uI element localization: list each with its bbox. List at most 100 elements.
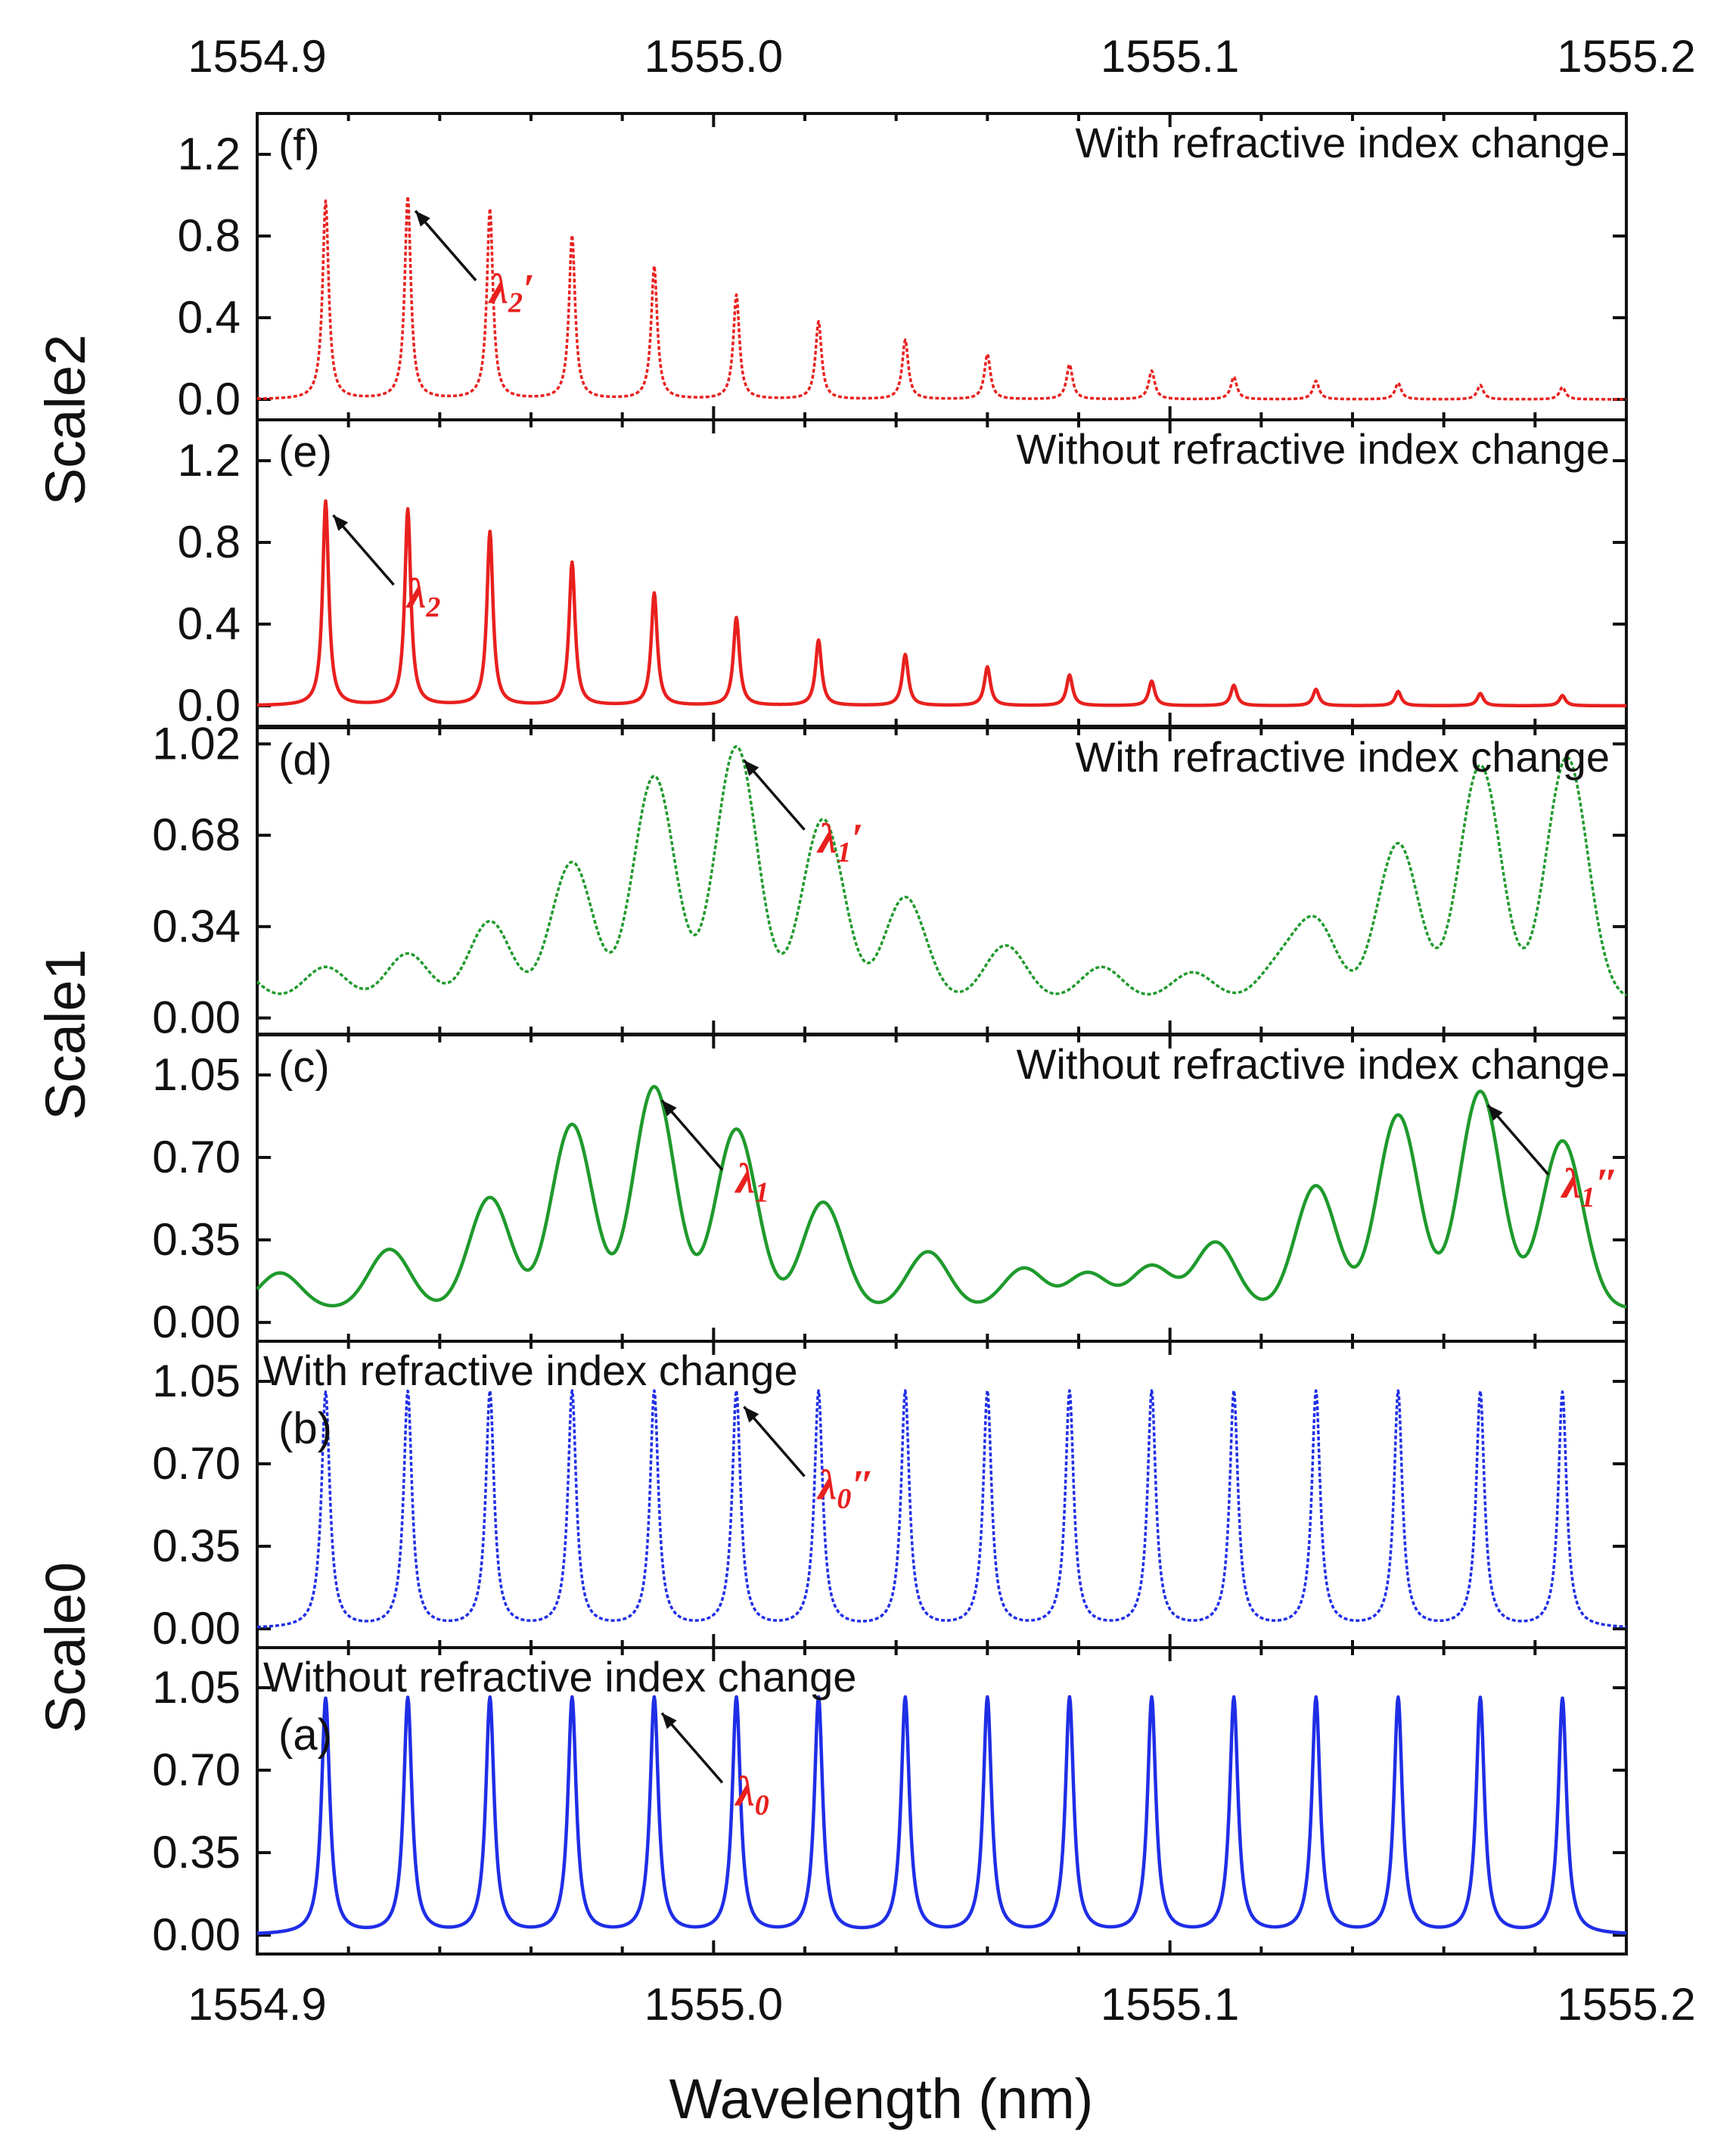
y-tick-label-f: 1.2 — [178, 129, 241, 179]
annotation-label-c: λ1″ — [1561, 1160, 1619, 1213]
panel-label-f: (f) — [278, 121, 320, 170]
series-line-a — [256, 1695, 1628, 1935]
y-tick-label-b: 1.05 — [152, 1356, 241, 1406]
y-tick-label-d: 1.02 — [152, 718, 241, 769]
series-line-b — [256, 1389, 1627, 1629]
annotation-prime: ″ — [851, 1462, 874, 1509]
annotation-arrow-c — [1486, 1104, 1550, 1176]
annotation-arrowhead-c — [1487, 1104, 1503, 1121]
panel-f: 0.0 0.4 0.8 1.2 (f) With refractive index cha… — [178, 112, 1628, 424]
panel-label-c: (c) — [278, 1042, 330, 1092]
series-line-f — [256, 194, 1627, 401]
annotation-symbol: λ — [817, 1462, 837, 1509]
annotation-subscript: 1 — [837, 837, 851, 868]
series-line-e — [256, 499, 1628, 708]
annotation-label-c: λ1 — [735, 1156, 769, 1209]
annotation-prime: ′ — [523, 266, 535, 313]
annotation-label-d: λ1′ — [817, 815, 864, 868]
y-tick-label-e: 0.0 — [178, 680, 241, 731]
y-tick-label-b: 0.00 — [152, 1603, 241, 1654]
y-tick-label-d: 0.34 — [152, 901, 241, 952]
panel-title-f: With refractive index change — [1075, 119, 1610, 166]
y-tick-label-a: 0.35 — [152, 1827, 241, 1878]
annotation-subscript: 1 — [1581, 1182, 1595, 1213]
annotation-label-b: λ0″ — [817, 1462, 875, 1515]
annotation-label-a: λ0 — [735, 1769, 769, 1822]
y-tick-label-d: 0.00 — [152, 993, 241, 1043]
y-tick-label-f: 0.8 — [178, 210, 241, 261]
y-tick-label-a: 0.00 — [152, 1909, 241, 1960]
annotation-symbol: λ — [817, 815, 837, 862]
annotation-symbol: λ — [406, 570, 427, 617]
y-tick-label-b: 0.70 — [152, 1438, 241, 1489]
annotation-arrow-c — [660, 1099, 724, 1171]
x-tick-label-top: 1555.2 — [1557, 31, 1696, 82]
panel-label-a: (a) — [278, 1710, 332, 1760]
y-tick-label-a: 1.05 — [152, 1662, 241, 1713]
annotation-symbol: λ — [488, 266, 508, 313]
x-tick-label-bottom: 1555.2 — [1557, 1979, 1696, 2030]
panel-frame-a — [256, 1646, 1628, 1956]
annotation-subscript: 1 — [755, 1177, 769, 1209]
y-tick-label-f: 0.4 — [178, 292, 241, 343]
annotation-arrowhead-e — [333, 515, 349, 531]
annotation-arrow-d — [743, 759, 806, 831]
y-tick-label-c: 0.00 — [152, 1297, 241, 1347]
panel-b: 0.00 0.35 0.70 1.05 (b) With refractive index… — [152, 1340, 1628, 1654]
panels-layer: 0.0 0.4 0.8 1.2 (f) With refractive index cha… — [34, 112, 1628, 1960]
annotation-arrowhead-b — [744, 1406, 759, 1423]
annotation-arrowhead-f — [415, 210, 430, 227]
x-tick-label-bottom: 1554.9 — [188, 1979, 327, 2030]
annotation-prime: ′ — [851, 815, 863, 862]
y-tick-label-c: 0.35 — [152, 1214, 241, 1265]
annotation-arrow-e — [332, 514, 395, 586]
y-tick-label-d: 0.68 — [152, 809, 241, 860]
panel-e: 0.0 0.4 0.8 1.2 (e) Without refractive index … — [178, 418, 1628, 731]
y-tick-label-b: 0.35 — [152, 1521, 241, 1571]
x-tick-label-top: 1555.1 — [1101, 31, 1240, 82]
x-tick-label-top: 1555.0 — [644, 31, 784, 82]
panel-a: 0.00 0.35 0.70 1.05 (a) Without refractive in… — [152, 1646, 1628, 1960]
panel-c: 0.00 0.35 0.70 1.05 (c) Without refractive in… — [152, 1033, 1628, 1347]
annotation-subscript: 2 — [508, 287, 523, 319]
x-tick-label-bottom: 1555.0 — [644, 1979, 784, 2030]
annotation-arrowhead-a — [661, 1713, 677, 1729]
annotation-arrow-f — [414, 210, 477, 281]
annotation-symbol: λ — [735, 1156, 755, 1203]
x-axis-title: Wavelength (nm) — [669, 2067, 1094, 2130]
annotation-label-e: λ2 — [406, 570, 441, 623]
annotation-arrowhead-d — [744, 760, 759, 776]
annotation-arrow-a — [660, 1712, 724, 1784]
panel-title-d: With refractive index change — [1075, 733, 1610, 781]
panel-title-e: Without refractive index change — [1017, 425, 1610, 473]
y-tick-label-a: 0.70 — [152, 1744, 241, 1795]
annotation-arrowhead-c — [661, 1100, 677, 1117]
series-line-c — [256, 1085, 1628, 1309]
annotation-symbol: λ — [1561, 1160, 1581, 1207]
x-tick-label-bottom: 1555.1 — [1101, 1979, 1240, 2030]
annotation-subscript: 0 — [755, 1790, 769, 1822]
annotation-symbol: λ — [735, 1769, 755, 1816]
y-axis-title-scale0: Scale0 — [34, 1562, 97, 1733]
annotation-prime: ″ — [1595, 1160, 1619, 1207]
annotation-arrow-b — [743, 1406, 806, 1477]
y-axis-title-scale2: Scale2 — [34, 334, 97, 505]
y-tick-label-f: 0.0 — [178, 374, 241, 424]
panel-label-e: (e) — [278, 427, 332, 477]
y-tick-label-c: 1.05 — [152, 1049, 241, 1100]
annotation-subscript: 0 — [837, 1483, 851, 1515]
x-tick-label-top: 1554.9 — [188, 31, 327, 82]
y-axis-title-scale1: Scale1 — [34, 949, 97, 1120]
y-tick-label-e: 0.8 — [178, 517, 241, 567]
panel-label-b: (b) — [278, 1404, 332, 1453]
y-tick-label-e: 1.2 — [178, 435, 241, 486]
annotation-subscript: 2 — [425, 592, 440, 623]
y-tick-label-e: 0.4 — [178, 598, 241, 649]
panel-title-b: With refractive index change — [263, 1347, 798, 1394]
panel-label-d: (d) — [278, 735, 332, 784]
y-tick-label-c: 0.70 — [152, 1132, 241, 1182]
series-line-d — [256, 744, 1627, 997]
annotation-label-f: λ2′ — [488, 266, 535, 319]
